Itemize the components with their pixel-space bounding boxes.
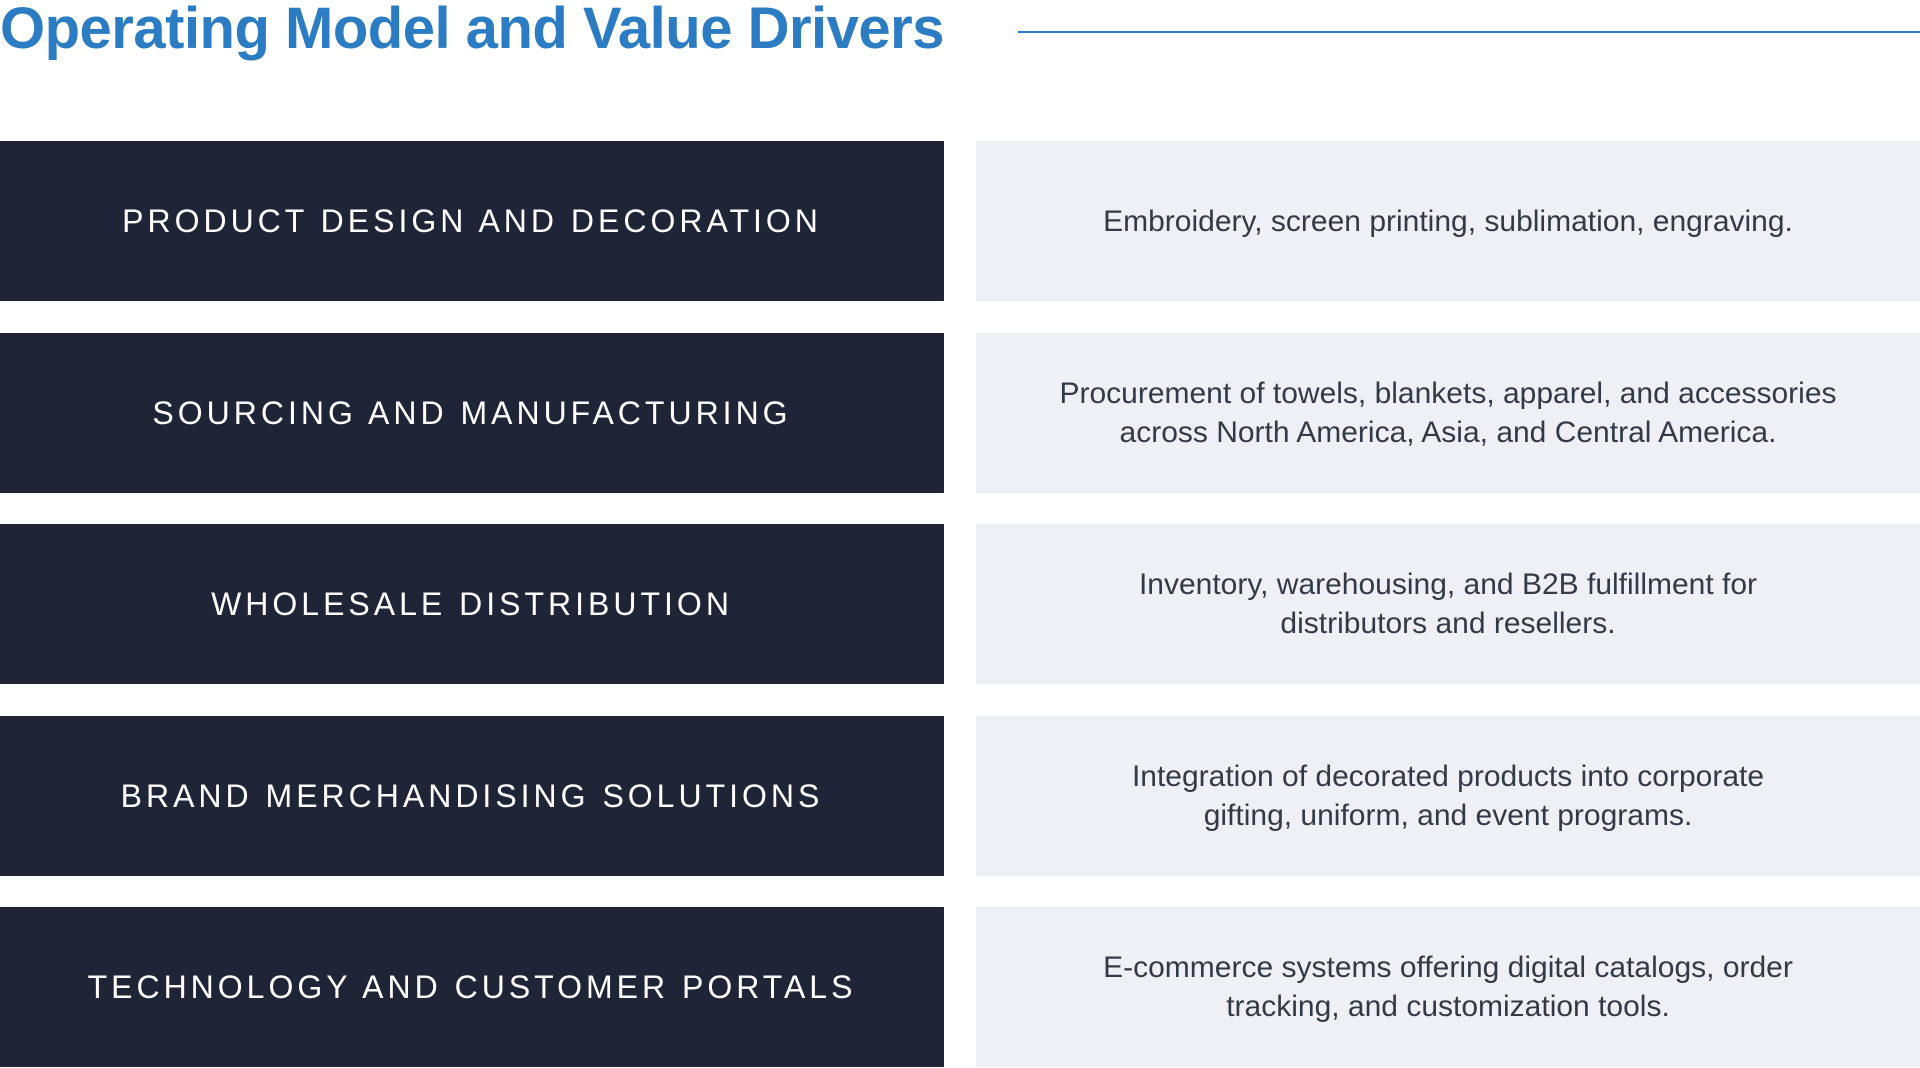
driver-label: WHOLESALE DISTRIBUTION <box>0 524 944 684</box>
driver-label-text: BRAND MERCHANDISING SOLUTIONS <box>120 777 824 814</box>
driver-label: PRODUCT DESIGN AND DECORATION <box>0 141 944 301</box>
driver-label: BRAND MERCHANDISING SOLUTIONS <box>0 716 944 876</box>
driver-description-text: Inventory, warehousing, and B2B fulfillm… <box>1138 568 1758 640</box>
driver-row: SOURCING AND MANUFACTURING Procurement o… <box>0 333 1920 493</box>
driver-label-text: PRODUCT DESIGN AND DECORATION <box>122 202 822 239</box>
driver-row: BRAND MERCHANDISING SOLUTIONS Integratio… <box>0 716 1920 876</box>
driver-description: Inventory, warehousing, and B2B fulfillm… <box>976 524 1920 684</box>
driver-label-text: WHOLESALE DISTRIBUTION <box>211 585 733 622</box>
driver-description: E-commerce systems offering digital cata… <box>976 907 1920 1067</box>
driver-label-text: SOURCING AND MANUFACTURING <box>152 394 792 431</box>
driver-label: TECHNOLOGY AND CUSTOMER PORTALS <box>0 907 944 1067</box>
driver-description: Procurement of towels, blankets, apparel… <box>976 333 1920 493</box>
driver-row: PRODUCT DESIGN AND DECORATION Embroidery… <box>0 141 1920 301</box>
driver-description-text: Embroidery, screen printing, sublimation… <box>1103 204 1793 238</box>
title-divider <box>1018 31 1920 33</box>
driver-description-text: E-commerce systems offering digital cata… <box>1103 951 1793 1023</box>
page-title: Operating Model and Value Drivers <box>0 0 944 61</box>
driver-label-text: TECHNOLOGY AND CUSTOMER PORTALS <box>87 968 857 1005</box>
driver-row: WHOLESALE DISTRIBUTION Inventory, wareho… <box>0 524 1920 684</box>
driver-row: TECHNOLOGY AND CUSTOMER PORTALS E-commer… <box>0 907 1920 1067</box>
driver-description: Embroidery, screen printing, sublimation… <box>976 141 1920 301</box>
driver-description-text: Procurement of towels, blankets, apparel… <box>1059 377 1837 449</box>
driver-description-text: Integration of decorated products into c… <box>1131 760 1765 832</box>
driver-description: Integration of decorated products into c… <box>976 716 1920 876</box>
driver-label: SOURCING AND MANUFACTURING <box>0 333 944 493</box>
